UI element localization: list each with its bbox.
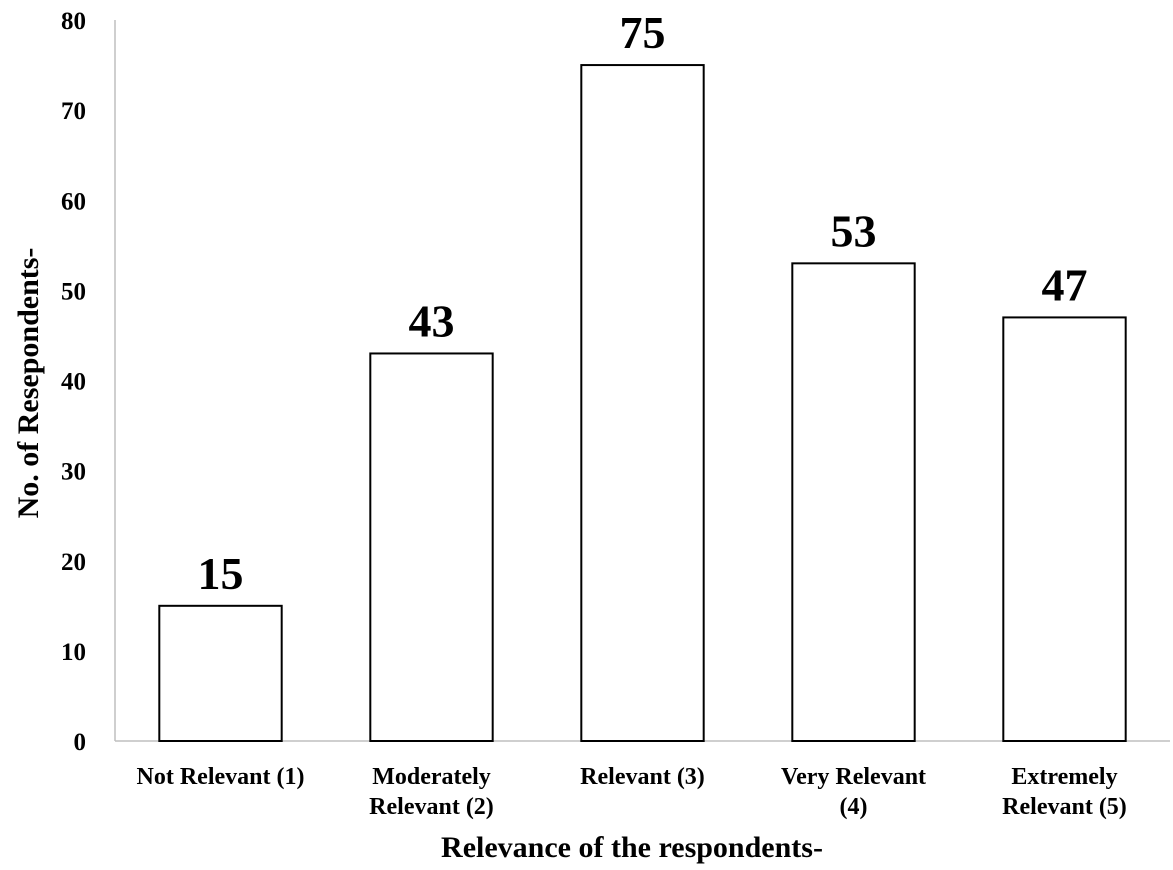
x-tick-label: Relevant (3) — [580, 764, 705, 790]
x-tick-label: Extremely Relevant (5) — [1002, 764, 1127, 820]
x-tick-label: Not Relevant (1) — [137, 764, 305, 790]
bar — [580, 64, 705, 742]
y-axis: 0 10 20 30 40 50 60 70 80 — [61, 8, 116, 756]
x-tick-label: Very Relevant (4) — [781, 764, 926, 820]
y-tick-label: 60 — [61, 188, 86, 215]
data-labels: 15 43 75 53 47 — [198, 7, 1088, 599]
y-tick-label: 10 — [61, 639, 86, 666]
y-tick-label: 40 — [61, 369, 86, 396]
data-label: 53 — [831, 205, 877, 256]
y-tick-label: 50 — [61, 278, 86, 305]
x-axis-title: Relevance of the respondents- — [441, 831, 823, 864]
bar — [158, 604, 283, 742]
y-axis-title: No. of Resepondents- — [12, 248, 45, 519]
data-label: 43 — [409, 295, 455, 346]
x-tick-label: Moderately Relevant (2) — [369, 764, 494, 820]
data-label: 75 — [620, 7, 666, 58]
y-tick-label: 70 — [61, 98, 86, 125]
y-tick-label: 30 — [61, 459, 86, 486]
y-tick-label: 0 — [74, 729, 87, 756]
bar — [1002, 316, 1127, 742]
y-tick-label: 20 — [61, 549, 86, 576]
bars — [158, 64, 1127, 742]
y-tick-label: 80 — [61, 8, 86, 35]
x-axis: Not Relevant (1) Moderately Relevant (2) Re… — [115, 740, 1170, 820]
data-label: 15 — [198, 548, 244, 599]
bar — [369, 352, 494, 742]
bar — [791, 262, 916, 742]
data-label: 47 — [1042, 259, 1088, 310]
